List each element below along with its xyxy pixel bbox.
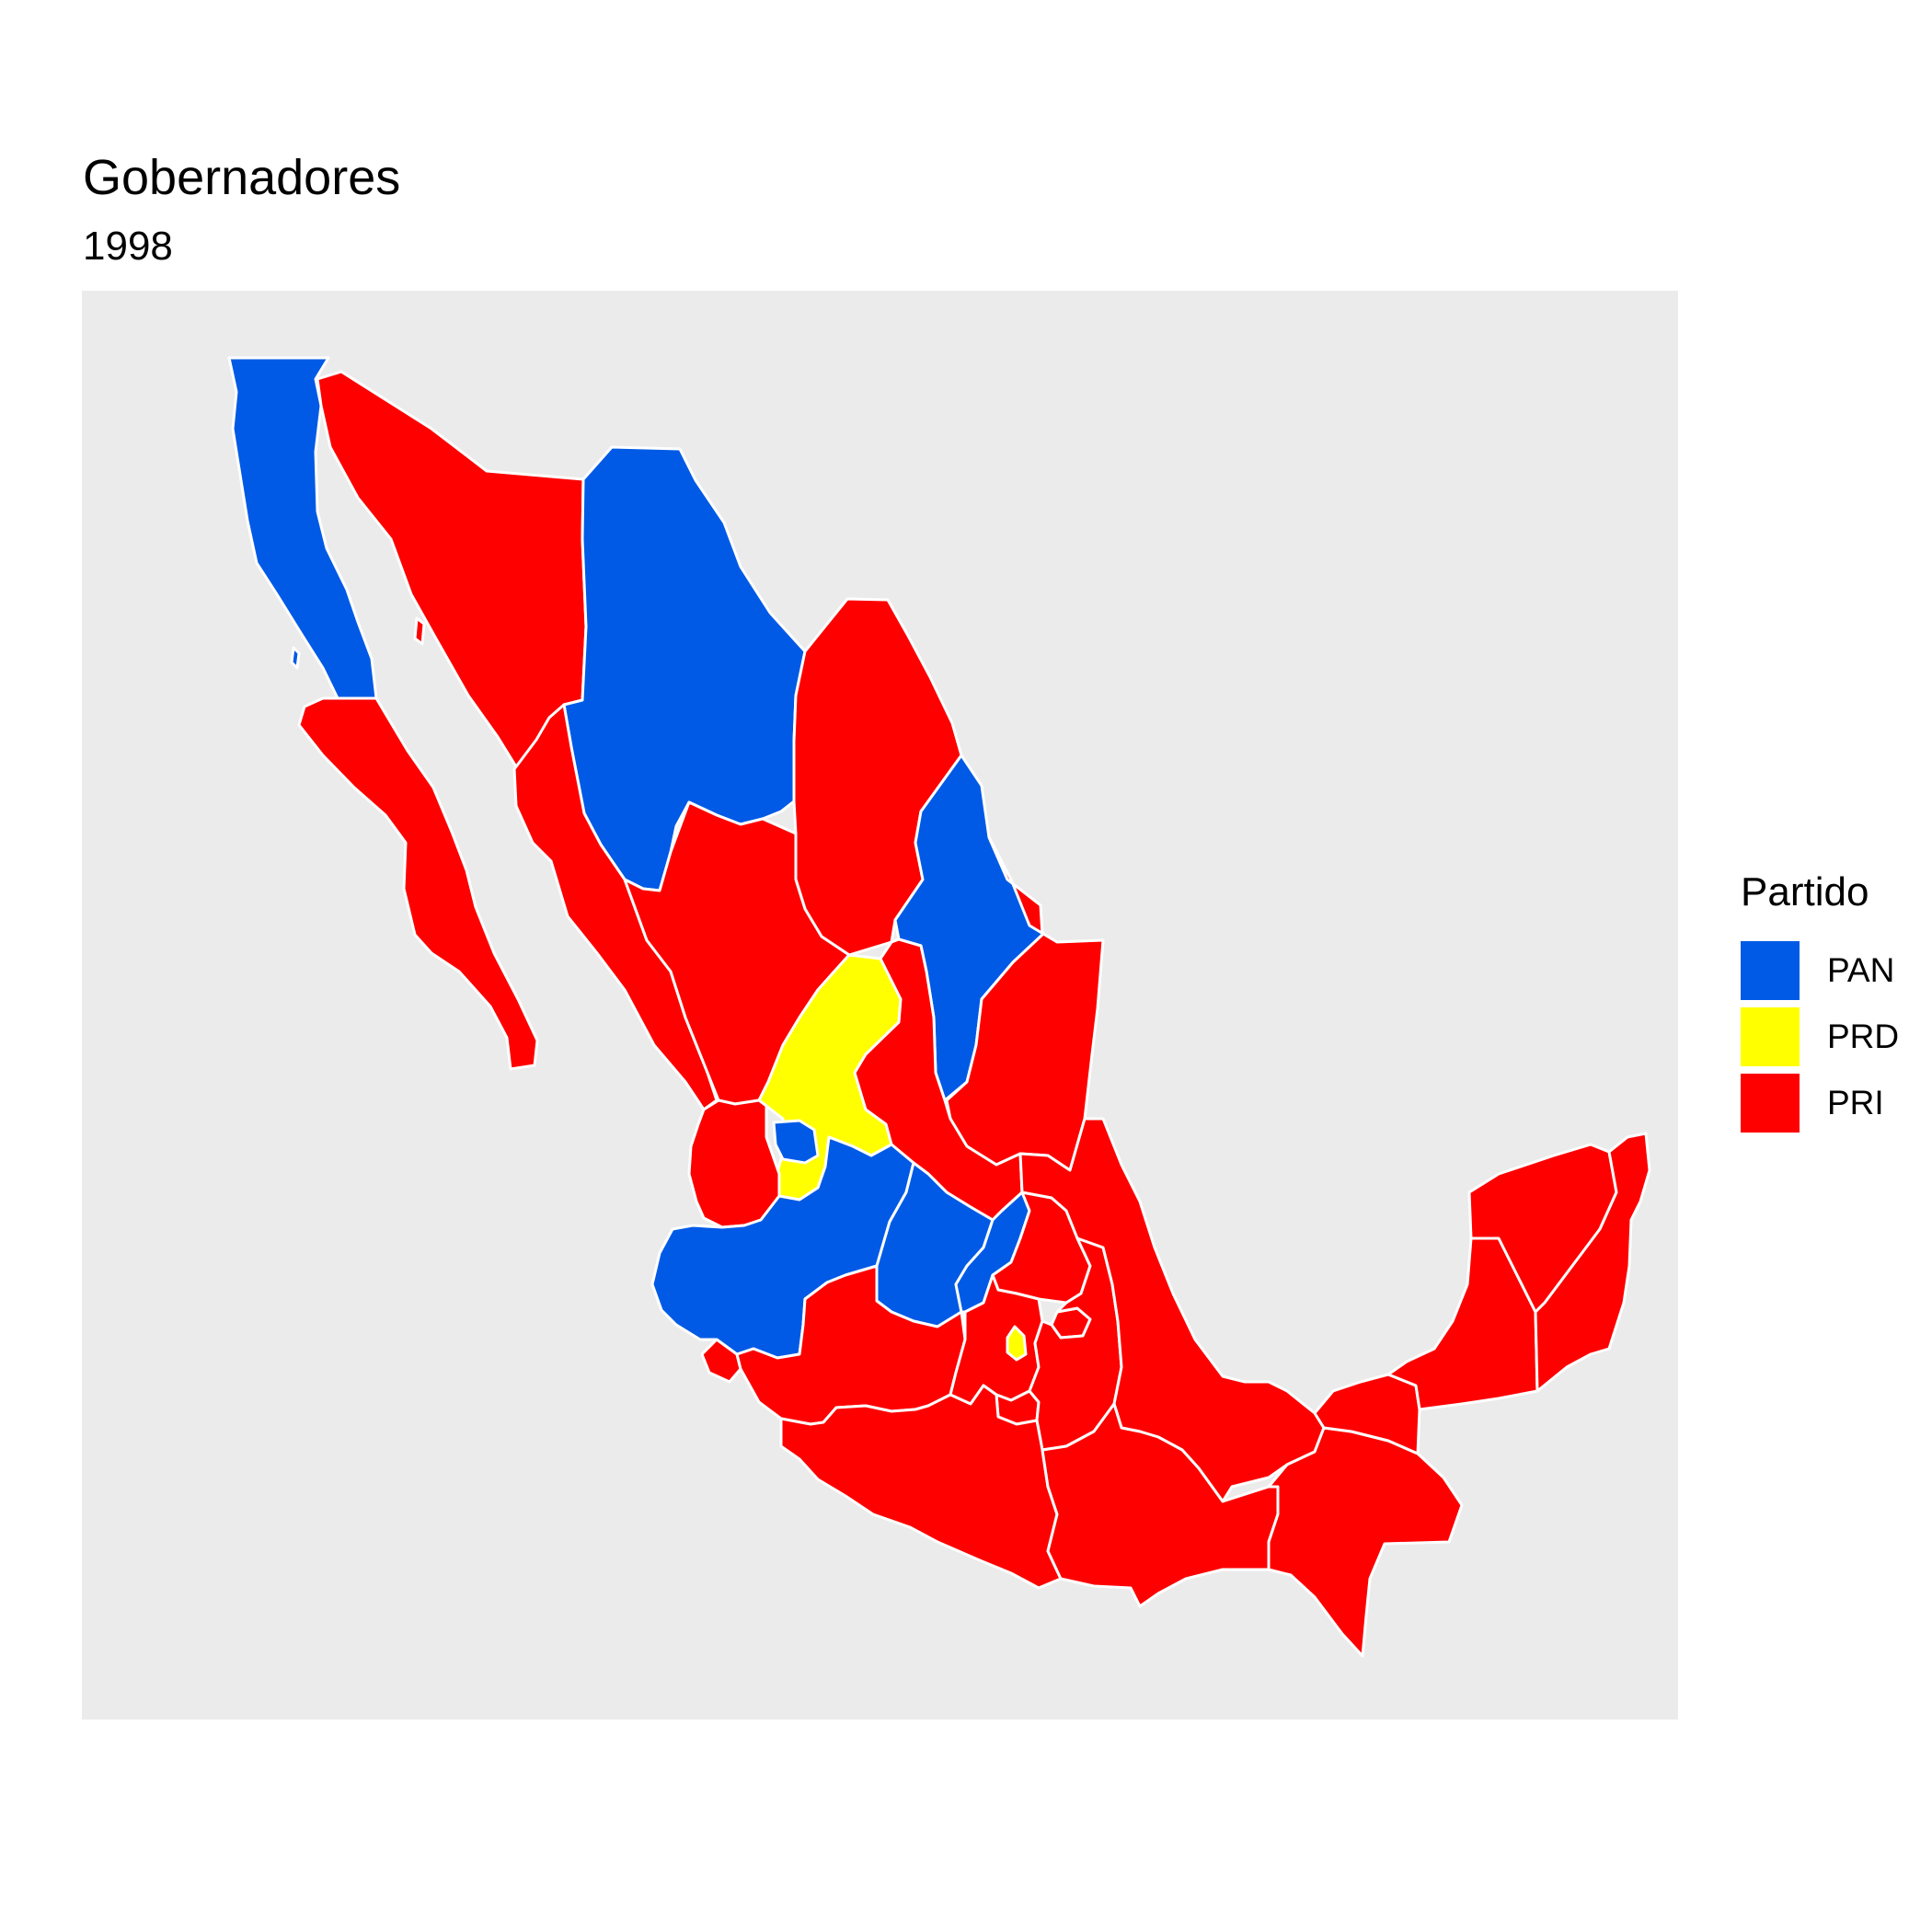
island-tiburon bbox=[413, 616, 426, 646]
legend-swatch-pan bbox=[1741, 941, 1800, 1000]
state-chiapas[interactable] bbox=[1267, 1426, 1464, 1658]
state-nayarit[interactable] bbox=[687, 1098, 781, 1229]
map-panel bbox=[82, 291, 1678, 1719]
chart-title: Gobernadores bbox=[83, 150, 401, 205]
state-baja-california-sur[interactable] bbox=[297, 696, 539, 1071]
legend: Partido PAN PRD PRI bbox=[1741, 872, 1899, 1136]
state-sinaloa[interactable] bbox=[512, 703, 719, 1111]
state-distrito-federal[interactable] bbox=[1006, 1325, 1028, 1362]
legend-title: Partido bbox=[1741, 869, 1869, 914]
legend-swatch-prd bbox=[1741, 1007, 1800, 1066]
legend-item-pan: PAN bbox=[1741, 937, 1899, 1004]
state-quintana-roo[interactable] bbox=[1534, 1132, 1651, 1393]
legend-label-prd: PRD bbox=[1827, 1018, 1900, 1055]
map-svg bbox=[227, 356, 1651, 1658]
legend-item-pri: PRI bbox=[1741, 1070, 1899, 1136]
state-aguascalientes[interactable] bbox=[772, 1119, 820, 1165]
legend-label-pri: PRI bbox=[1827, 1084, 1884, 1121]
chart-subtitle: 1998 bbox=[83, 224, 173, 269]
legend-item-prd: PRD bbox=[1741, 1004, 1899, 1070]
legend-swatch-pri bbox=[1741, 1074, 1800, 1133]
island-cedros bbox=[290, 646, 301, 670]
state-veracruz[interactable] bbox=[1018, 1117, 1326, 1503]
legend-label-pan: PAN bbox=[1827, 951, 1895, 989]
